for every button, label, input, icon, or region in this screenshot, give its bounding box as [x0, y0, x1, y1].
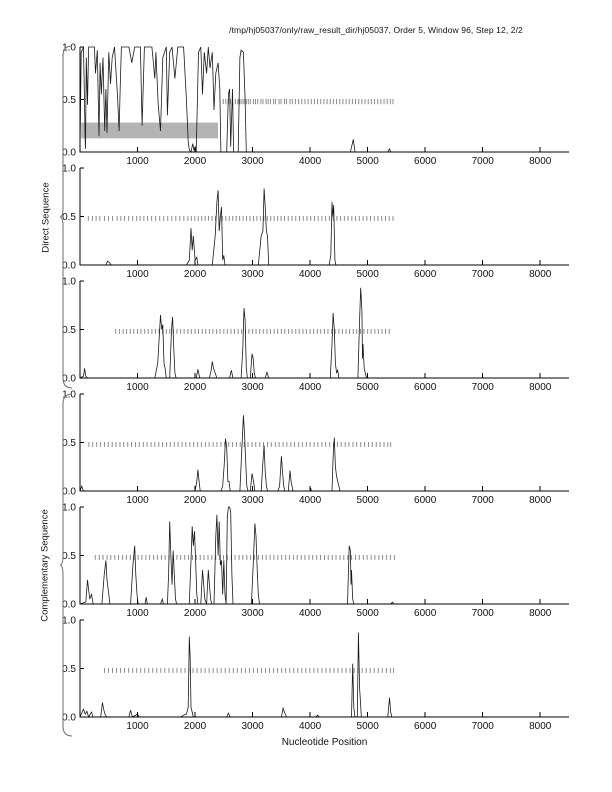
x-axis-label: Nucleotide Position [281, 737, 368, 748]
panel-complementary-frame-3-curve [79, 632, 569, 718]
panel-complementary-frame-1-orf-marks [88, 442, 392, 447]
x-tick-label: 6000 [414, 495, 437, 506]
x-tick-label: 7000 [472, 156, 495, 167]
panel-complementary-frame-3-orf-marks [103, 668, 395, 673]
x-tick-label: 6000 [414, 608, 437, 619]
y-tick-label: 0.5 [62, 95, 76, 106]
panel-direct-frame-2: 1.0 0.5 0.0 1000 2000 3000 4000 5000 6000 7000 800… [62, 164, 569, 280]
y-tick-label: 0.0 [62, 713, 76, 724]
x-tick-label: 1000 [126, 608, 149, 619]
x-tick-label: 1000 [126, 156, 149, 167]
x-tick-label: 2000 [184, 382, 207, 393]
panel-complementary-frame-3: 1.0 0.5 0.0 1000 2000 3000 4000 5000 6000 7000 800… [62, 616, 569, 732]
y-tick-label: 0.0 [62, 148, 76, 159]
y-tick-label: 0.5 [62, 212, 76, 223]
x-tick-label: 5000 [357, 156, 380, 167]
panel-complementary-frame-1-axes [79, 394, 569, 492]
x-tick-label: 7000 [472, 382, 495, 393]
panel-direct-frame-2-curve [80, 188, 569, 266]
y-tick-label: 0.5 [62, 438, 76, 449]
x-tick-label: 5000 [357, 495, 380, 506]
x-tick-label: 8000 [529, 269, 552, 280]
x-tick-label: 6000 [414, 382, 437, 393]
panel-direct-frame-1: 1.0 0.5 0.0 1000 2000 3000 4000 5000 6000 7000 800… [62, 43, 569, 167]
x-tick-label: 8000 [529, 608, 552, 619]
y-tick-label: 1.0 [62, 390, 76, 401]
x-tick-label: 7000 [472, 495, 495, 506]
panel-direct-frame-1-highlight-region [81, 122, 219, 139]
panel-complementary-frame-2-curve [79, 506, 569, 605]
y-tick-label: 0.0 [62, 487, 76, 498]
x-tick-label: 4000 [299, 608, 322, 619]
x-tick-label: 6000 [414, 269, 437, 280]
y-tick-label: 0.0 [62, 600, 76, 611]
panel-complementary-frame-2-orf-marks [94, 555, 395, 560]
panel-direct-frame-1-orf-marks [222, 98, 394, 105]
x-tick-label: 6000 [414, 156, 437, 167]
direct-sequence-brace [59, 45, 73, 389]
x-tick-label: 8000 [529, 721, 552, 732]
x-tick-label: 2000 [184, 156, 207, 167]
x-tick-label: 3000 [241, 608, 264, 619]
x-tick-label: 3000 [241, 156, 264, 167]
panel-complementary-frame-3-axes [79, 620, 569, 718]
x-tick-label: 2000 [184, 495, 207, 506]
x-tick-label: 4000 [299, 156, 322, 167]
x-tick-label: 1000 [126, 382, 149, 393]
x-tick-label: 2000 [184, 721, 207, 732]
x-tick-label: 7000 [472, 608, 495, 619]
panel-direct-frame-3-orf-marks [115, 329, 390, 334]
x-tick-label: 4000 [299, 721, 322, 732]
y-tick-label: 1.0 [62, 43, 76, 54]
x-tick-label: 5000 [357, 608, 380, 619]
x-tick-label: 4000 [299, 382, 322, 393]
x-tick-label: 1000 [126, 269, 149, 280]
x-tick-label: 3000 [241, 382, 264, 393]
x-tick-label: 1000 [126, 495, 149, 506]
panel-complementary-frame-1: 1.0 0.5 0.0 1000 2000 3000 4000 5000 6000 7000 800… [62, 390, 569, 506]
complementary-sequence-label: Complementary Sequence [39, 509, 51, 622]
y-tick-label: 1.0 [62, 164, 76, 175]
y-tick-label: 1.0 [62, 616, 76, 627]
x-tick-label: 3000 [241, 269, 264, 280]
panel-direct-frame-3: 1.0 0.5 0.0 1000 2000 3000 4000 5000 6000 7000 800… [62, 277, 569, 393]
x-tick-label: 2000 [184, 608, 207, 619]
y-tick-label: 0.5 [62, 325, 76, 336]
y-tick-label: 0.5 [62, 551, 76, 562]
y-tick-label: 1.0 [62, 503, 76, 514]
y-tick-label: 0.0 [62, 374, 76, 385]
x-tick-label: 5000 [357, 721, 380, 732]
x-tick-label: 5000 [357, 269, 380, 280]
x-tick-label: 2000 [184, 269, 207, 280]
x-tick-label: 4000 [299, 269, 322, 280]
y-tick-label: 1.0 [62, 277, 76, 288]
y-tick-label: 0.0 [62, 261, 76, 272]
x-tick-label: 1000 [126, 721, 149, 732]
x-tick-label: 7000 [472, 721, 495, 732]
x-tick-label: 8000 [529, 495, 552, 506]
x-tick-label: 3000 [241, 495, 264, 506]
panel-complementary-frame-1-curve [79, 415, 569, 492]
x-tick-label: 3000 [241, 721, 264, 732]
panel-complementary-frame-2: 1.0 0.5 0.0 1000 2000 3000 4000 5000 6000 7000 800… [62, 503, 569, 619]
panel-direct-frame-2-orf-marks [87, 216, 394, 221]
panel-direct-frame-1-curve [79, 46, 569, 153]
x-tick-label: 6000 [414, 721, 437, 732]
y-tick-label: 0.5 [62, 664, 76, 675]
panel-direct-frame-2-axes [79, 168, 569, 266]
x-tick-label: 7000 [472, 269, 495, 280]
x-tick-label: 8000 [529, 156, 552, 167]
x-tick-label: 5000 [357, 382, 380, 393]
direct-sequence-label: Direct Sequence [40, 182, 52, 253]
x-tick-label: 4000 [299, 495, 322, 506]
plot-title: /tmp/hj05037/only/raw_result_dir/hj05037… [229, 25, 523, 35]
complementary-sequence-brace [59, 393, 73, 737]
x-tick-label: 8000 [529, 382, 552, 393]
